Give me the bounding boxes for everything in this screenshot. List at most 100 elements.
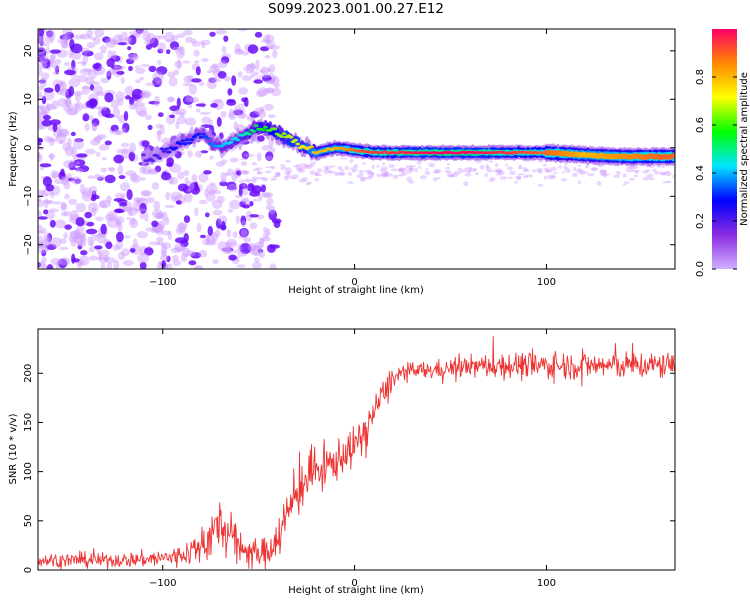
noise-blob: [537, 183, 544, 187]
noise-blob: [49, 219, 56, 228]
noise-blob: [81, 85, 91, 96]
noise-blob: [176, 222, 187, 233]
noise-blob: [224, 172, 230, 177]
noise-blob: [112, 34, 123, 45]
noise-blob: [199, 111, 211, 115]
noise-blob: [64, 224, 72, 230]
noise-blob: [405, 165, 413, 169]
noise-blob: [290, 174, 299, 179]
noise-blob: [381, 171, 389, 176]
noise-blob: [48, 153, 56, 159]
noise-blob: [52, 123, 58, 132]
noise-blob: [177, 183, 189, 192]
noise-blob: [364, 169, 372, 173]
noise-blob: [247, 44, 259, 54]
noise-blob: [457, 167, 462, 172]
noise-blob: [183, 233, 189, 243]
noise-blob: [112, 244, 120, 251]
ridge-segment: [201, 128, 206, 135]
noise-blob: [57, 38, 63, 44]
noise-blob: [194, 207, 199, 216]
snr-background: [38, 329, 675, 570]
noise-blob: [379, 168, 386, 172]
noise-blob: [68, 198, 78, 206]
noise-blob: [228, 111, 237, 121]
noise-blob: [180, 112, 185, 118]
noise-blob: [95, 91, 106, 97]
noise-blob: [168, 76, 178, 87]
ridge-segment: [288, 135, 294, 139]
ridge-segment: [295, 142, 301, 146]
noise-blob: [90, 196, 97, 202]
noise-blob: [60, 39, 69, 43]
noise-blob: [229, 157, 239, 163]
noise-blob: [661, 165, 665, 168]
noise-blob: [87, 175, 95, 179]
noise-blob: [135, 29, 144, 34]
noise-blob: [159, 124, 165, 135]
noise-blob: [496, 169, 502, 174]
noise-blob: [140, 190, 151, 197]
noise-blob: [660, 171, 666, 176]
noise-blob: [367, 170, 372, 174]
noise-blob: [509, 170, 516, 173]
noise-blob: [112, 107, 120, 119]
noise-blob: [129, 248, 136, 253]
noise-blob: [463, 167, 472, 173]
ridge-segment: [235, 138, 241, 142]
noise-blob: [38, 242, 48, 254]
noise-blob: [264, 103, 274, 111]
noise-blob: [270, 177, 278, 181]
noise-blob: [38, 153, 43, 163]
noise-blob: [258, 248, 264, 253]
ridge-segment: [150, 159, 156, 163]
noise-blob: [170, 247, 181, 254]
noise-blob: [370, 171, 375, 177]
noise-blob: [249, 245, 261, 256]
noise-blob: [231, 75, 237, 86]
noise-blob: [51, 201, 62, 205]
noise-blob: [115, 208, 122, 213]
noise-blob: [250, 62, 255, 73]
noise-blob: [240, 158, 248, 161]
noise-blob: [41, 239, 51, 246]
noise-blob: [129, 142, 137, 154]
noise-blob: [585, 164, 590, 169]
noise-blob: [267, 114, 276, 119]
noise-blob: [161, 230, 171, 236]
noise-blob: [234, 48, 244, 55]
noise-blob: [384, 173, 389, 178]
noise-blob: [246, 63, 257, 71]
noise-blob: [195, 103, 206, 107]
noise-blob: [269, 263, 277, 269]
noise-blob: [90, 37, 97, 41]
noise-blob: [398, 167, 407, 172]
noise-blob: [63, 61, 71, 67]
noise-blob: [349, 167, 356, 170]
noise-blob: [102, 36, 111, 43]
noise-blob: [76, 237, 84, 247]
noise-blob: [252, 198, 259, 202]
noise-blob: [398, 168, 403, 172]
noise-blob: [434, 168, 442, 174]
noise-blob: [58, 80, 67, 92]
noise-blob: [147, 168, 158, 174]
noise-blob: [623, 181, 630, 184]
noise-blob: [253, 71, 259, 77]
noise-blob: [38, 60, 48, 69]
noise-blob: [463, 181, 469, 187]
noise-blob: [62, 29, 73, 36]
noise-blob: [241, 51, 250, 56]
noise-blob: [262, 88, 275, 94]
noise-blob: [131, 88, 143, 100]
noise-blob: [125, 95, 131, 100]
noise-blob: [105, 241, 113, 250]
noise-blob: [307, 181, 312, 185]
noise-blob: [211, 99, 223, 104]
noise-blob: [514, 180, 519, 184]
noise-blob: [140, 90, 152, 99]
noise-blob: [38, 104, 46, 109]
noise-blob: [233, 109, 244, 116]
noise-blob: [80, 47, 91, 54]
noise-blob: [148, 241, 161, 246]
